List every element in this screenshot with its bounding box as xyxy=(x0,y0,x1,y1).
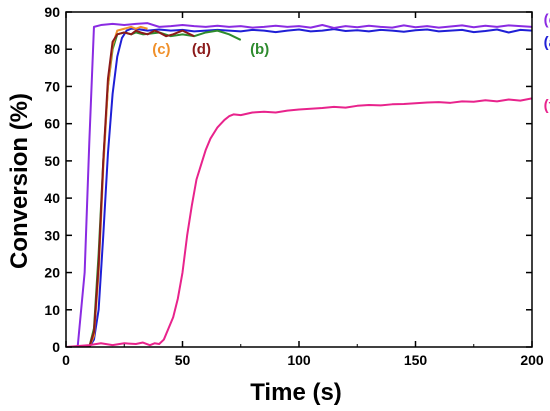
series-label: (c) xyxy=(152,41,170,58)
series-label: (f) xyxy=(544,97,550,114)
series-label: (a) xyxy=(544,34,550,51)
y-tick-label: 30 xyxy=(44,227,60,243)
series-label: (e) xyxy=(544,11,550,28)
series-label: (b) xyxy=(250,41,269,58)
x-tick-label: 150 xyxy=(404,352,428,368)
y-tick-label: 40 xyxy=(44,190,60,206)
x-tick-label: 0 xyxy=(62,352,70,368)
y-tick-label: 60 xyxy=(44,116,60,132)
y-tick-label: 0 xyxy=(52,339,60,355)
series-label: (d) xyxy=(192,41,211,58)
axes: 0 50 100 150 200 0 10 20 30 40 50 60 70 80 90 (e) (a) (c)… xyxy=(44,4,550,368)
y-tick-label: 90 xyxy=(44,4,60,20)
y-tick-label: 50 xyxy=(44,153,60,169)
y-axis-title: Conversion (%) xyxy=(6,93,33,269)
plot-frame xyxy=(65,11,533,348)
series-line-e xyxy=(66,22,532,347)
y-tick-label: 70 xyxy=(44,78,60,94)
series-line-d xyxy=(66,29,195,347)
y-tick-label: 20 xyxy=(44,265,60,281)
x-tick-label: 50 xyxy=(175,352,191,368)
x-axis-title: Time (s) xyxy=(250,379,342,406)
series-line-f xyxy=(66,97,532,347)
series-line-a xyxy=(66,27,532,347)
plot-area xyxy=(66,22,532,347)
x-tick-label: 100 xyxy=(287,352,311,368)
y-tick-label: 80 xyxy=(44,41,60,57)
series-lines xyxy=(66,22,532,347)
x-tick-label: 200 xyxy=(520,352,544,368)
y-tick-label: 10 xyxy=(44,302,60,318)
